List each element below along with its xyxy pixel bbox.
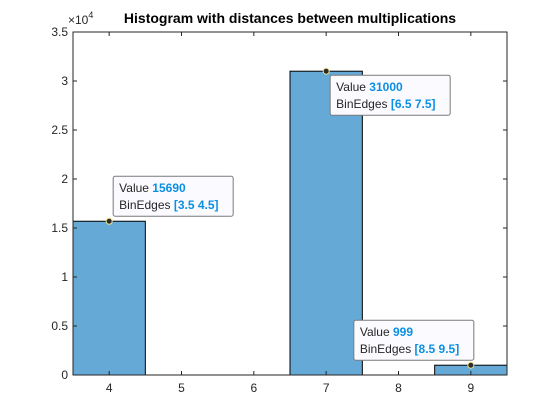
x-tick-label: 6 [250, 381, 257, 395]
datatip-value-label: Value [360, 325, 393, 339]
datatip-value-label: Value [336, 80, 369, 94]
datatip-edges-line: BinEdges [8.5 9.5] [360, 342, 459, 356]
datatip-box [353, 319, 475, 361]
y-tick-label: 0.5 [51, 319, 68, 333]
datatips-layer: Value 15690 BinEdges [3.5 4.5] Value 31000… [105, 67, 475, 369]
datatip-box [329, 74, 451, 116]
bars-layer [72, 70, 508, 376]
datatip-value: 31000 [369, 80, 403, 94]
datatip-marker[interactable] [322, 67, 330, 75]
histogram-bar[interactable] [289, 70, 363, 376]
y-tick-label: 2.5 [51, 123, 68, 137]
y-tick-label: 1 [61, 270, 68, 284]
axes-box [72, 31, 508, 376]
y-tick-label: 3 [61, 74, 68, 88]
datatip-edges-label: BinEdges [360, 342, 415, 356]
x-tick-label: 7 [323, 381, 330, 395]
y-tick-label: 2 [61, 172, 68, 186]
y-tick-label: 1.5 [51, 221, 68, 235]
histogram-bar[interactable] [72, 220, 146, 376]
datatip[interactable]: Value 31000 BinEdges [6.5 7.5] [322, 67, 451, 116]
x-tick-label: 5 [178, 381, 185, 395]
x-tick-label: 9 [467, 381, 474, 395]
datatip-box [112, 175, 234, 217]
x-tick-label: 4 [106, 381, 113, 395]
y-exponent-base: ×10 [68, 13, 89, 27]
datatip-marker[interactable] [467, 361, 475, 369]
y-tick-label: 0 [61, 368, 68, 382]
x-tick-label: 8 [395, 381, 402, 395]
y-axis-exponent: ×104 [68, 10, 93, 27]
datatip-value-label: Value [119, 181, 152, 195]
y-exponent-power: 4 [88, 10, 93, 20]
datatip-value-line: Value 31000 [336, 80, 403, 94]
datatip-value: 15690 [152, 181, 186, 195]
datatip-value-line: Value 15690 [119, 181, 186, 195]
chart-title: Histogram with distances between multipl… [124, 10, 456, 26]
ticks-layer: 4 5 6 7 8 9 0 0.5 1 1.5 2 2.5 3 3.5 [51, 25, 507, 395]
datatip-edges: [8.5 9.5] [415, 342, 460, 356]
datatip-edges-line: BinEdges [3.5 4.5] [119, 198, 218, 212]
datatip-edges-label: BinEdges [336, 97, 391, 111]
datatip-marker[interactable] [105, 217, 113, 225]
datatip-value-line: Value 999 [360, 325, 413, 339]
datatip-value: 999 [393, 325, 413, 339]
y-tick-label: 3.5 [51, 25, 68, 39]
datatip-edges-label: BinEdges [119, 198, 174, 212]
datatip[interactable]: Value 15690 BinEdges [3.5 4.5] [105, 175, 234, 225]
datatip[interactable]: Value 999 BinEdges [8.5 9.5] [353, 319, 475, 369]
datatip-edges: [6.5 7.5] [391, 97, 436, 111]
datatip-edges-line: BinEdges [6.5 7.5] [336, 97, 435, 111]
datatip-edges: [3.5 4.5] [174, 198, 219, 212]
